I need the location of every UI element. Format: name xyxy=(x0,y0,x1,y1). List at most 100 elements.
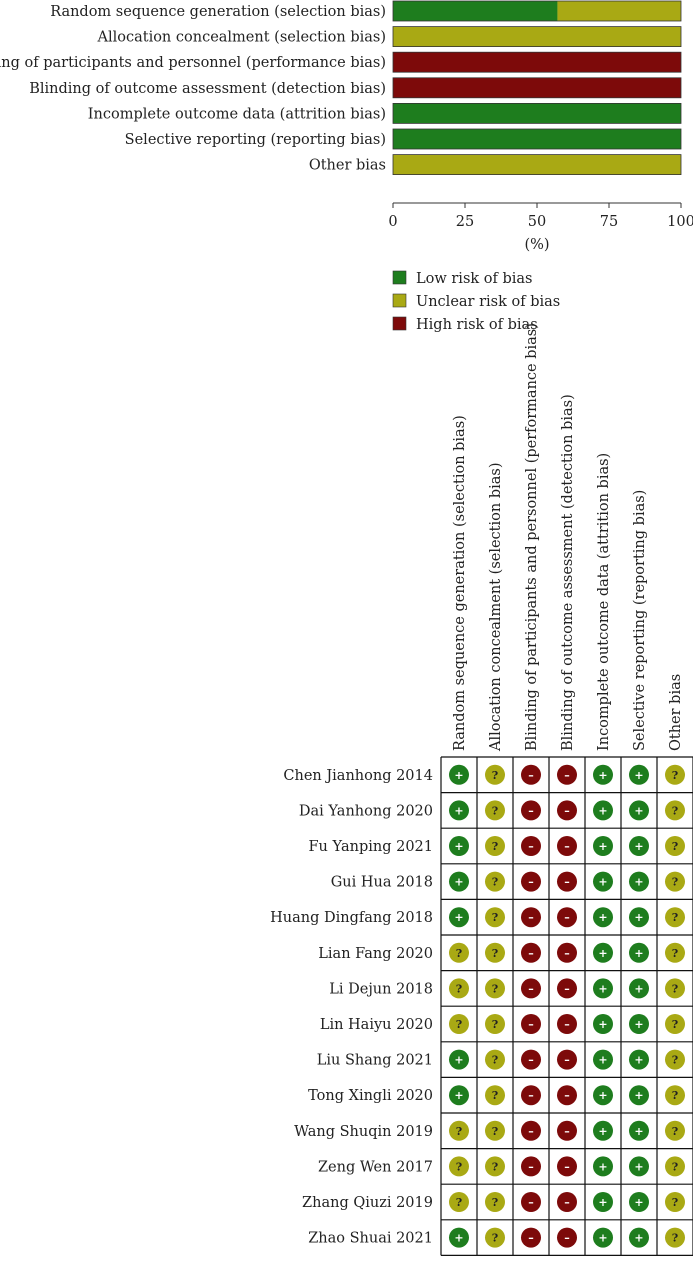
rating-dot xyxy=(629,800,649,821)
rating-dot xyxy=(629,764,649,785)
rating-symbol: ? xyxy=(456,1125,462,1138)
rating-symbol: ? xyxy=(492,804,498,817)
rating-dot xyxy=(629,1192,649,1212)
rating-cell: + xyxy=(629,907,649,928)
rating-cell: ? xyxy=(485,764,505,785)
rating-cell: + xyxy=(629,764,649,785)
bar-segment xyxy=(393,154,681,175)
rating-dot xyxy=(449,978,469,999)
rating-symbol: ? xyxy=(456,947,462,960)
rating-symbol: + xyxy=(634,1054,643,1067)
rating-cell: – xyxy=(521,1014,541,1034)
rating-dot xyxy=(449,836,469,856)
bar-outline xyxy=(392,0,682,22)
rating-dot xyxy=(485,1156,505,1177)
rating-cell: + xyxy=(629,1014,649,1034)
rating-dot xyxy=(521,836,541,856)
rating-cell: + xyxy=(593,836,613,856)
bar-segment xyxy=(393,26,681,47)
rating-cell: ? xyxy=(665,800,685,821)
rating-dot xyxy=(557,1192,577,1212)
rating-cell: + xyxy=(629,800,649,821)
rating-cell: – xyxy=(521,1156,541,1177)
rating-cell: ? xyxy=(449,1192,469,1212)
rating-dot xyxy=(665,871,685,892)
rating-dot xyxy=(485,1049,505,1070)
rating-symbol: ? xyxy=(492,1160,498,1173)
rating-cell: + xyxy=(593,1049,613,1070)
rating-dot xyxy=(485,800,505,821)
rating-symbol: + xyxy=(634,1232,643,1245)
rating-dot xyxy=(593,1120,613,1141)
rating-symbol: + xyxy=(634,1196,643,1209)
rating-cell: ? xyxy=(485,942,505,963)
rating-dot xyxy=(449,1085,469,1106)
study-label: Tong Xingli 2020 xyxy=(308,1088,433,1104)
rating-dot xyxy=(593,836,613,856)
rating-cell: – xyxy=(521,1085,541,1106)
rating-cell: + xyxy=(629,836,649,856)
rating-symbol: – xyxy=(528,947,534,960)
rating-dot xyxy=(629,907,649,928)
rating-cell: ? xyxy=(449,1120,469,1141)
rating-cell: – xyxy=(521,1227,541,1248)
rating-cell: + xyxy=(449,1049,469,1070)
rating-symbol: – xyxy=(564,1089,570,1102)
rating-dot xyxy=(485,871,505,892)
rating-cell: – xyxy=(521,978,541,999)
rating-symbol: + xyxy=(454,876,463,889)
study-label: Liu Shang 2021 xyxy=(317,1053,433,1069)
rating-dot xyxy=(593,1227,613,1248)
legend-label: Unclear risk of bias xyxy=(416,294,560,310)
rating-dot xyxy=(449,871,469,892)
rating-dot xyxy=(449,942,469,963)
bar-segment xyxy=(393,1,558,21)
rating-cell: – xyxy=(557,1120,577,1141)
rating-dot xyxy=(593,1192,613,1212)
rating-symbol: + xyxy=(634,982,643,995)
rating-symbol: ? xyxy=(492,876,498,889)
rating-symbol: + xyxy=(634,876,643,889)
rating-dot xyxy=(449,800,469,821)
rating-symbol: – xyxy=(528,804,534,817)
rating-dot xyxy=(449,1156,469,1177)
rating-cell: + xyxy=(449,1085,469,1106)
rating-symbol: – xyxy=(564,769,570,782)
rating-symbol: + xyxy=(598,1089,607,1102)
rating-cell: ? xyxy=(665,1192,685,1212)
study-label: Fu Yanping 2021 xyxy=(309,839,434,855)
bar-category-label: Incomplete outcome data (attrition bias) xyxy=(88,106,386,122)
rating-dot xyxy=(521,1156,541,1177)
legend-swatch xyxy=(392,270,407,285)
rating-dot xyxy=(485,1120,505,1141)
rating-dot xyxy=(557,836,577,856)
rating-dot xyxy=(521,907,541,928)
rating-dot xyxy=(665,1156,685,1177)
rating-symbol: ? xyxy=(672,1054,678,1067)
rating-symbol: ? xyxy=(456,1018,462,1031)
rating-symbol: + xyxy=(598,876,607,889)
rating-cell: + xyxy=(449,907,469,928)
rating-dot xyxy=(629,836,649,856)
bar-outline xyxy=(392,26,682,48)
legend: Low risk of bias Unclear risk of bias High… xyxy=(392,270,560,333)
rating-symbol: – xyxy=(528,1232,534,1245)
rating-dot xyxy=(521,800,541,821)
study-label: Gui Hua 2018 xyxy=(331,875,433,891)
rating-cell: – xyxy=(557,1156,577,1177)
rating-symbol: ? xyxy=(492,947,498,960)
bar-category-label: Random sequence generation (selection bi… xyxy=(50,4,386,20)
rating-dot xyxy=(629,978,649,999)
rating-cell: + xyxy=(593,942,613,963)
rating-symbol: – xyxy=(564,1125,570,1138)
rating-dot xyxy=(557,942,577,963)
rating-dot xyxy=(665,1192,685,1212)
rating-symbol: ? xyxy=(672,1160,678,1173)
rating-dot xyxy=(485,907,505,928)
rating-dot xyxy=(557,1227,577,1248)
rating-symbol: + xyxy=(598,769,607,782)
summary-bar-chart: Random sequence generation (selection bi… xyxy=(0,0,693,253)
rating-dot xyxy=(449,1192,469,1212)
rating-symbol: – xyxy=(528,876,534,889)
